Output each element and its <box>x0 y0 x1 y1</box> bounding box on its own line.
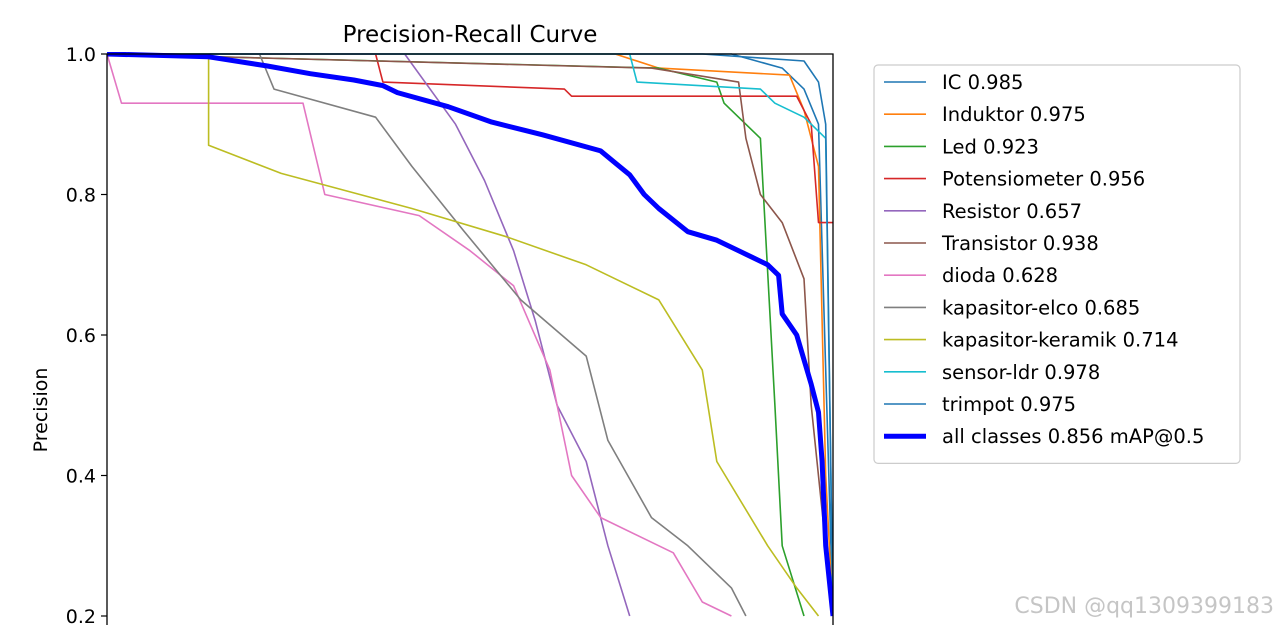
series-line-2 <box>107 53 805 617</box>
legend-label-2: Led 0.923 <box>942 135 1039 158</box>
legend-label-6: dioda 0.628 <box>942 264 1058 287</box>
legend-box <box>873 64 1241 464</box>
series-line-7 <box>107 53 747 617</box>
series-line-9 <box>107 53 833 617</box>
legend-label-0: IC 0.985 <box>942 71 1023 94</box>
legend-label-7: kapasitor-elco 0.685 <box>942 296 1140 319</box>
legend-label-1: Induktor 0.975 <box>942 103 1086 126</box>
series-line-4 <box>107 53 631 617</box>
legend-label-5: Transistor 0.938 <box>941 232 1099 255</box>
chart-title: Precision-Recall Curve <box>343 22 598 48</box>
legend-label-8: kapasitor-keramik 0.714 <box>942 329 1178 352</box>
series-line-0 <box>107 53 833 617</box>
series-line-10 <box>107 53 833 617</box>
y-tick-label-2: 0.6 <box>66 325 96 347</box>
series-line-5 <box>107 53 833 617</box>
legend-label-9: sensor-ldr 0.978 <box>942 361 1100 384</box>
legend-label-3: Potensiometer 0.956 <box>942 168 1145 191</box>
y-tick-label-1: 0.8 <box>66 185 96 207</box>
series-line-1 <box>107 53 833 617</box>
y-axis-label: Precision <box>30 368 52 453</box>
y-tick-label-3: 0.4 <box>66 466 96 488</box>
legend-label-10: trimpot 0.975 <box>942 393 1076 416</box>
series-line-8 <box>107 53 820 617</box>
y-tick-label-4: 0.2 <box>66 606 96 625</box>
series-line-11 <box>107 52 833 617</box>
plot-frame <box>106 53 834 625</box>
legend-label-11: all classes 0.856 mAP@0.5 <box>942 425 1204 448</box>
y-tick-label-0: 1.0 <box>66 44 96 66</box>
legend-label-4: Resistor 0.657 <box>942 200 1082 223</box>
series-line-3 <box>107 53 833 224</box>
series-line-6 <box>107 53 732 617</box>
